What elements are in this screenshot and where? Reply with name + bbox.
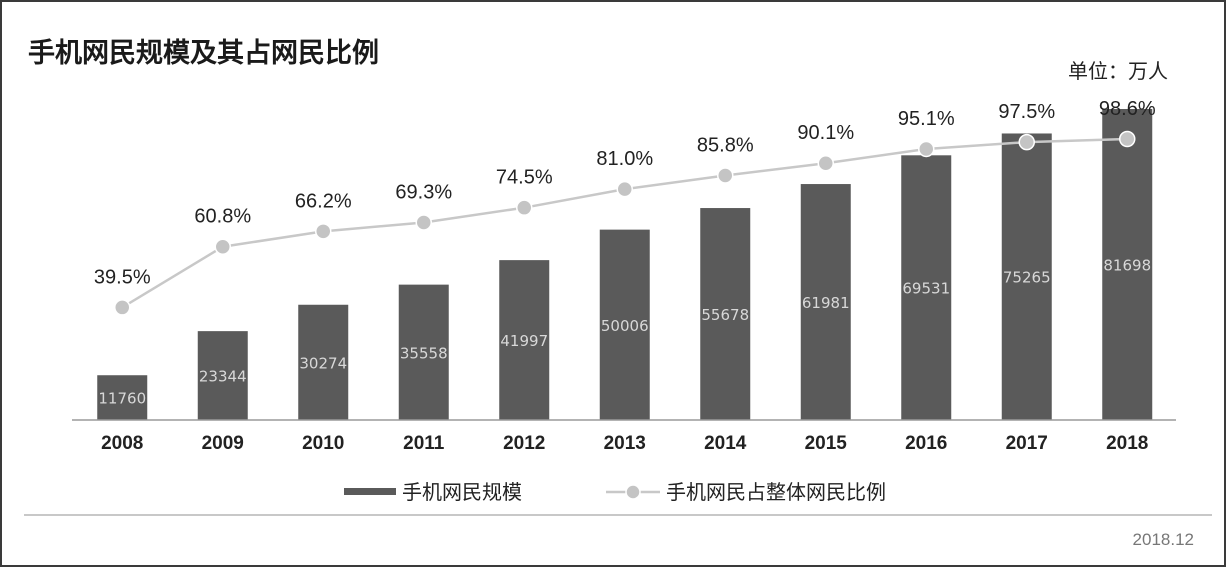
x-tick-label-2009: 2009 (202, 433, 244, 454)
ratio-point-2011 (415, 214, 432, 231)
ratio-point-2014 (717, 167, 734, 184)
ratio-label-2014: 85.8% (697, 134, 754, 156)
bar-value-label-2015: 61981 (802, 294, 850, 312)
legend-bar-swatch (344, 488, 396, 495)
ratio-point-2010 (315, 223, 332, 240)
bar-2008 (97, 375, 148, 420)
x-tick-label-2016: 2016 (905, 433, 947, 454)
labels-layer: 11760 23344 30274 35558 41997 50006 55678 61981… (94, 98, 1156, 408)
legend: 手机网民规模 手机网民占整体网民比例 (344, 480, 886, 504)
bar-value-label-2014: 55678 (701, 306, 749, 324)
legend-bar-label: 手机网民规模 (402, 480, 522, 504)
bar-2011 (398, 284, 449, 420)
ratio-point-2017 (1018, 133, 1035, 151)
ratio-label-2011: 69.3% (395, 181, 452, 203)
bar-value-label-2008: 11760 (98, 390, 146, 408)
bar-2018 (1102, 108, 1153, 420)
x-tick-label-2017: 2017 (1006, 433, 1048, 454)
line-layer (114, 130, 1136, 316)
x-tick-label-2013: 2013 (604, 433, 646, 454)
ratio-label-2018: 98.6% (1099, 98, 1156, 120)
ratio-point-2009 (214, 238, 231, 255)
bar-2012 (499, 260, 550, 420)
x-tick-label-2008: 2008 (101, 433, 143, 454)
unit-label: 单位：万人 (1068, 59, 1168, 83)
x-tick-label-2014: 2014 (704, 433, 747, 454)
chart-title: 手机网民规模及其占网民比例 (28, 38, 379, 69)
bars-layer (97, 108, 1153, 421)
ratio-label-2008: 39.5% (94, 266, 151, 288)
footnote-date: 2018.12 (1133, 530, 1194, 549)
legend-line-label: 手机网民占整体网民比例 (666, 480, 886, 504)
bar-2016 (901, 155, 952, 421)
ratio-point-2016 (918, 140, 935, 158)
x-tick-label-2018: 2018 (1106, 433, 1148, 454)
x-tick-label-2015: 2015 (805, 433, 848, 454)
bar-2010 (298, 304, 349, 420)
bar-value-label-2011: 35558 (400, 344, 448, 362)
ratio-label-2015: 90.1% (797, 122, 854, 144)
bar-value-label-2017: 75265 (1003, 269, 1051, 287)
x-tick-label-2012: 2012 (503, 433, 545, 454)
ratio-point-2013 (616, 180, 633, 198)
bar-2017 (1001, 133, 1052, 420)
bar-value-label-2009: 23344 (199, 368, 247, 386)
x-tick-label-2010: 2010 (302, 433, 344, 454)
bar-2014 (700, 208, 751, 420)
bar-2009 (197, 331, 248, 420)
ratio-label-2010: 66.2% (295, 190, 352, 212)
ratio-point-2015 (817, 154, 834, 172)
ratio-point-2018 (1119, 130, 1136, 148)
bar-2013 (599, 229, 650, 420)
x-tick-label-2011: 2011 (403, 433, 445, 454)
legend-line-marker (625, 484, 641, 500)
bar-value-label-2012: 41997 (500, 332, 548, 350)
ratio-point-2008 (114, 299, 131, 316)
bar-value-label-2013: 50006 (601, 317, 649, 335)
bar-value-label-2016: 69531 (902, 280, 950, 298)
ratio-label-2009: 60.8% (194, 206, 251, 228)
ratio-point-2012 (516, 199, 533, 216)
ratio-label-2017: 97.5% (998, 101, 1055, 123)
bar-value-label-2010: 30274 (299, 354, 347, 372)
bar-value-label-2018: 81698 (1103, 256, 1151, 274)
ratio-label-2012: 74.5% (496, 167, 553, 189)
ratio-label-2016: 95.1% (898, 108, 955, 130)
bar-2015 (800, 184, 851, 420)
ratio-label-2013: 81.0% (596, 148, 653, 170)
ticks-layer: 2008 2009 2010 2011 2012 2013 2014 2015 2016 2017… (101, 433, 1148, 454)
